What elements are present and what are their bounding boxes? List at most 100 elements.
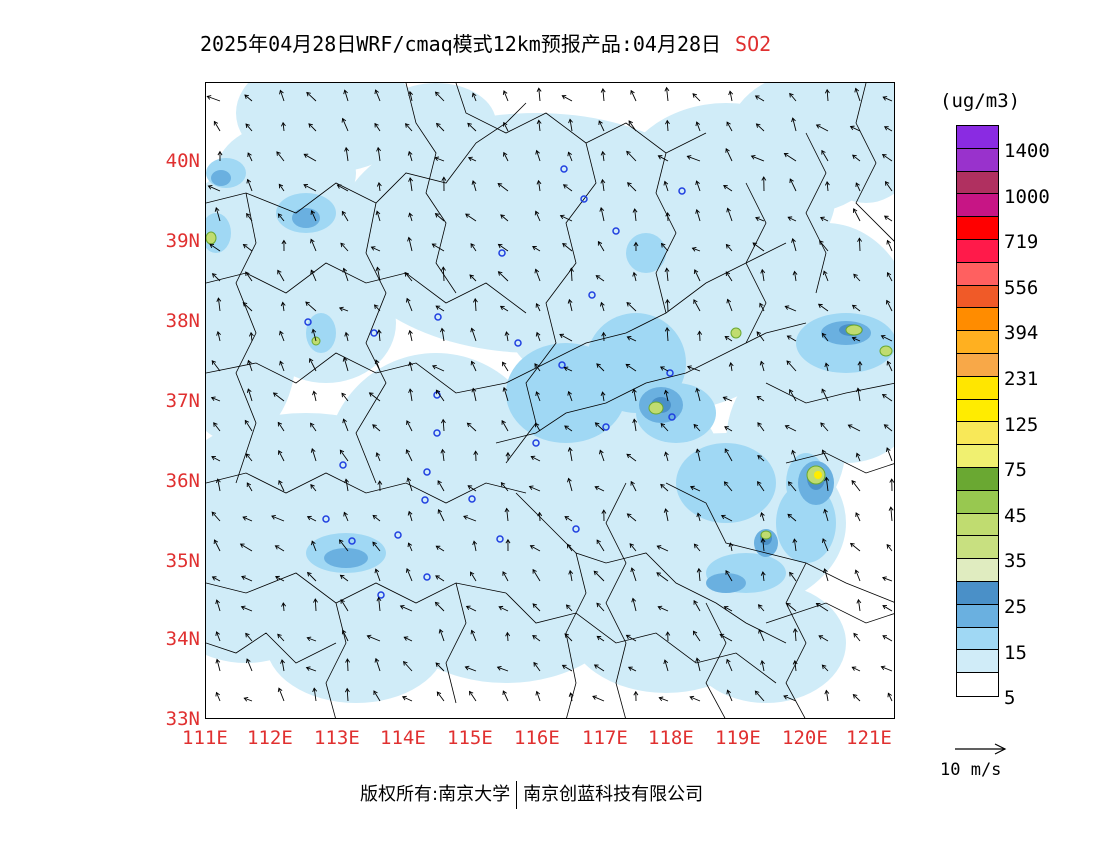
wind-vector xyxy=(882,577,893,582)
wind-vector-head xyxy=(469,690,474,696)
wind-vector-head xyxy=(824,689,830,695)
wind-vector-head xyxy=(303,184,309,189)
wind-vector-head xyxy=(529,545,535,550)
wind-vector-head xyxy=(789,92,794,98)
wind-vector-head xyxy=(245,271,250,277)
boundary-line xyxy=(405,83,457,294)
wind-vector-head xyxy=(431,364,437,370)
wind-vector xyxy=(281,659,285,672)
wind-vector-head xyxy=(214,207,220,212)
wind-vector xyxy=(694,543,701,552)
hotspot xyxy=(760,530,772,540)
wind-vector-head xyxy=(792,270,798,276)
monitoring-site-icon xyxy=(602,423,610,431)
wind-vector xyxy=(503,152,509,162)
wind-vector-head xyxy=(728,542,734,547)
wind-vector xyxy=(530,545,541,552)
wind-vector xyxy=(793,539,797,552)
wind-vector xyxy=(850,126,861,132)
wind-vector xyxy=(852,154,861,162)
wind-vector xyxy=(538,180,541,192)
wind-vector-head xyxy=(695,387,700,393)
wind-vector-head xyxy=(760,571,766,576)
wind-vector xyxy=(343,512,349,522)
wind-vector-head xyxy=(343,89,348,95)
wind-vector xyxy=(789,389,797,402)
wind-vector-head xyxy=(564,425,569,430)
wind-vector-head xyxy=(345,658,351,663)
legend-swatch xyxy=(957,604,998,628)
wind-vector xyxy=(372,541,381,552)
wind-vector xyxy=(532,246,541,252)
wind-vector-head xyxy=(854,569,860,575)
wind-vector xyxy=(882,154,893,162)
wind-vector-head xyxy=(463,515,468,520)
wind-vector xyxy=(498,271,509,282)
wind-vector xyxy=(343,419,349,432)
wind-vector xyxy=(853,208,861,222)
wind-vector-head xyxy=(784,305,790,310)
wind-vector-head xyxy=(440,327,445,333)
wind-vector-head xyxy=(500,482,506,487)
wind-vector-head xyxy=(408,212,413,218)
wind-vector xyxy=(500,305,509,312)
wind-vector xyxy=(855,512,861,522)
wind-vector-head xyxy=(882,576,887,581)
legend-level-label: 1000 xyxy=(1004,185,1050,208)
wind-vector-head xyxy=(656,545,662,550)
wind-vector-head xyxy=(723,185,728,190)
wind-vector xyxy=(434,157,445,162)
wind-vector xyxy=(594,486,605,492)
wind-vector-head xyxy=(211,576,217,581)
wind-vector-head xyxy=(564,516,570,521)
wind-vector-head xyxy=(689,485,695,491)
wind-vector xyxy=(406,449,413,462)
wind-vector-head xyxy=(373,690,378,695)
wind-vector xyxy=(593,570,605,582)
wind-vector-head xyxy=(405,449,411,454)
title-text: 2025年04月28日WRF/cmaq模式12km预报产品:04月28日 xyxy=(200,32,722,56)
wind-vector xyxy=(278,450,285,462)
wind-vector xyxy=(470,243,477,252)
wind-vector xyxy=(600,207,605,222)
wind-vector-head xyxy=(276,151,281,156)
wind-vector xyxy=(724,336,733,342)
wind-vector xyxy=(409,213,413,222)
wind-vector-head xyxy=(435,122,441,128)
legend-swatch xyxy=(957,490,998,514)
wind-vector-head xyxy=(657,605,663,611)
boundary-line xyxy=(505,592,777,684)
wind-vector-head xyxy=(532,603,538,608)
wind-vector-head xyxy=(470,327,475,333)
boundary-line xyxy=(235,192,257,484)
concentration-patch xyxy=(806,83,894,203)
wind-vector-head xyxy=(306,515,312,521)
monitoring-site-icon xyxy=(423,468,431,476)
wind-vector xyxy=(432,365,445,372)
wind-vector-head xyxy=(374,568,380,574)
wind-vector-head xyxy=(880,334,886,340)
wind-vector xyxy=(246,482,253,492)
wind-vector-head xyxy=(280,121,286,127)
monitoring-site-icon xyxy=(558,361,566,369)
wind-vector-head xyxy=(437,508,443,514)
monitoring-site-icon xyxy=(678,187,686,195)
wind-vector-head xyxy=(819,240,824,245)
wind-vector xyxy=(596,636,605,642)
wind-vector xyxy=(689,696,701,702)
wind-vector xyxy=(310,422,317,432)
wind-vector-head xyxy=(817,303,823,309)
wind-vector xyxy=(852,666,861,672)
wind-vector-head xyxy=(535,302,541,308)
wind-vector xyxy=(502,690,509,702)
wind-vector-head xyxy=(686,155,692,160)
wind-vector-head xyxy=(376,181,382,187)
boundary-line xyxy=(355,202,387,484)
wind-vector xyxy=(757,481,765,492)
wind-vector-head xyxy=(725,147,730,153)
wind-vector xyxy=(432,243,445,252)
monitoring-site-icon xyxy=(433,429,441,437)
wind-vector-head xyxy=(596,539,601,545)
wind-vector-head xyxy=(465,213,470,218)
wind-vector-head xyxy=(786,360,791,365)
